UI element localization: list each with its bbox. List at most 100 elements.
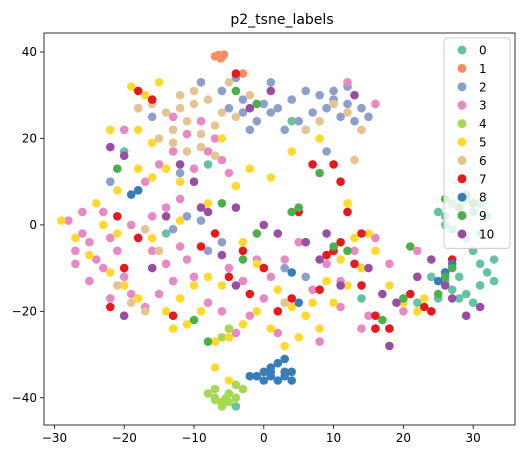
point-6-26 <box>140 224 150 234</box>
point-6-23 <box>140 307 150 316</box>
legend-marker-9 <box>457 211 467 221</box>
point-8-1 <box>259 367 269 377</box>
point-3-37 <box>168 112 178 122</box>
point-5-24 <box>245 164 255 173</box>
point-2-20 <box>224 103 234 113</box>
point-0-33 <box>357 294 366 303</box>
point-3-3 <box>71 246 80 256</box>
legend-label-7: 7 <box>479 172 487 186</box>
point-10-27 <box>245 103 255 113</box>
point-3-44 <box>308 285 317 295</box>
point-3-19 <box>147 246 157 256</box>
point-3-54 <box>315 337 324 346</box>
point-3-66 <box>399 307 408 316</box>
point-3-61 <box>189 272 199 282</box>
point-3-10 <box>119 272 129 282</box>
x-axis: −30 −20 −10 0 10 20 30 <box>42 425 481 445</box>
point-6-16 <box>210 151 220 160</box>
point-6-22 <box>126 298 136 308</box>
point-6-30 <box>175 90 185 100</box>
point-6-31 <box>350 155 359 165</box>
legend-box <box>443 37 511 249</box>
point-6-0 <box>133 103 143 113</box>
point-10-18 <box>447 294 457 303</box>
point-6-32 <box>280 298 290 308</box>
point-0-28 <box>203 160 213 169</box>
point-6-7 <box>231 112 241 122</box>
point-8-3 <box>273 376 283 385</box>
x-tick-label-1: −20 <box>112 431 137 445</box>
point-3-1 <box>78 229 87 238</box>
y-tick-label-4: 40 <box>22 45 37 59</box>
point-10-24 <box>161 212 171 221</box>
point-2-36 <box>266 78 276 87</box>
point-4-13 <box>221 394 230 403</box>
point-2-27 <box>168 224 178 234</box>
point-6-9 <box>182 116 192 126</box>
y-tick-label-3: 20 <box>22 131 37 145</box>
point-6-4 <box>189 99 199 109</box>
point-5-63 <box>364 229 373 238</box>
point-2-26 <box>196 216 206 225</box>
point-10-1 <box>119 151 129 160</box>
point-0-14 <box>461 289 471 299</box>
point-8-0 <box>252 371 262 381</box>
legend-marker-3 <box>457 100 467 110</box>
point-3-18 <box>182 255 192 264</box>
point-3-65 <box>413 246 422 256</box>
legend-label-0: 0 <box>479 44 487 58</box>
point-2-3 <box>259 99 269 109</box>
point-6-25 <box>154 246 164 256</box>
point-6-24 <box>113 281 122 290</box>
point-5-48 <box>266 324 276 333</box>
point-5-0 <box>126 82 136 91</box>
plot-frame <box>43 32 516 426</box>
point-5-9 <box>92 199 101 208</box>
legend-marker-7 <box>457 174 467 184</box>
point-6-5 <box>203 95 213 104</box>
point-5-44 <box>210 337 220 346</box>
point-5-47 <box>252 307 262 316</box>
point-10-28 <box>266 86 276 96</box>
point-9-18 <box>203 337 213 346</box>
point-7-22 <box>406 289 415 299</box>
point-3-28 <box>182 129 192 139</box>
point-3-34 <box>189 164 199 173</box>
point-5-21 <box>175 216 185 225</box>
point-9-7 <box>406 242 415 251</box>
point-7-32 <box>357 229 366 238</box>
point-2-17 <box>266 108 276 117</box>
point-3-48 <box>371 233 380 243</box>
point-7-21 <box>385 324 394 333</box>
point-7-8 <box>196 242 206 251</box>
points-layer <box>57 50 499 411</box>
point-7-16 <box>350 259 359 269</box>
point-5-59 <box>217 134 227 143</box>
point-7-30 <box>315 285 324 295</box>
point-5-4 <box>161 164 171 173</box>
point-5-13 <box>106 268 115 277</box>
point-5-6 <box>133 164 143 173</box>
point-6-28 <box>224 78 234 87</box>
point-10-12 <box>364 263 373 273</box>
legend-marker-4 <box>457 119 467 129</box>
point-9-6 <box>399 294 408 303</box>
point-2-22 <box>245 125 255 135</box>
point-2-4 <box>273 103 283 113</box>
legend-label-10: 10 <box>479 228 494 242</box>
legend-marker-10 <box>457 229 467 239</box>
point-7-1 <box>147 95 157 104</box>
point-3-62 <box>217 307 227 316</box>
point-3-26 <box>154 160 164 169</box>
x-tick-label-2: −10 <box>181 431 206 445</box>
x-tick-label-3: 0 <box>260 431 268 445</box>
point-5-41 <box>196 307 206 316</box>
point-2-35 <box>106 177 115 186</box>
point-0-0 <box>433 207 443 217</box>
point-3-17 <box>175 242 185 251</box>
point-2-10 <box>357 103 366 113</box>
point-6-18 <box>343 108 352 117</box>
point-7-0 <box>133 86 143 96</box>
point-8-15 <box>294 298 304 308</box>
